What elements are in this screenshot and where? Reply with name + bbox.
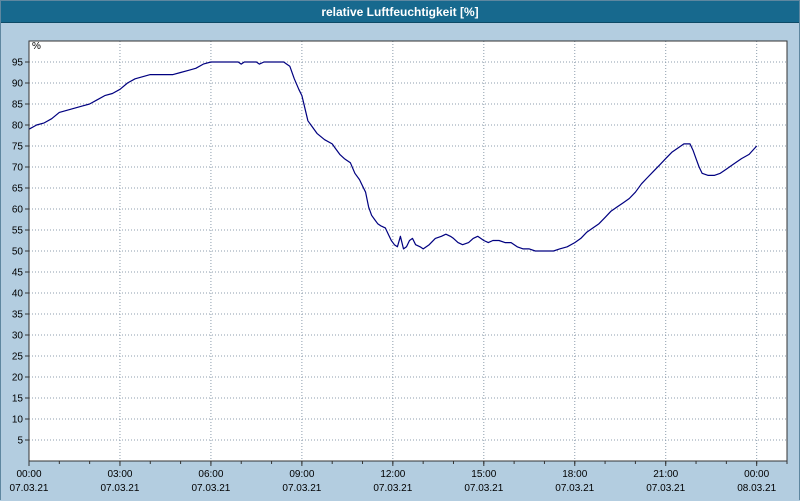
y-tick-label: 25 [12,352,24,363]
y-tick-label: 85 [12,100,24,111]
x-tick-date-label: 07.03.21 [191,483,230,494]
y-tick-label: 5 [17,436,23,447]
x-tick-time-label: 06:00 [198,469,223,480]
chart-area: 5 10 15 20 25 30 35 40 45 50 55 60 65 70 75 80 85 90 95% 00… [1,23,799,501]
x-tick-date-label: 07.03.21 [100,483,139,494]
y-tick-label: 60 [12,205,24,216]
x-tick-time-label: 09:00 [289,469,314,480]
y-tick-label: 10 [12,415,24,426]
y-tick-label: 65 [12,184,24,195]
x-tick-time-label: 15:00 [471,469,496,480]
x-tick-date-label: 07.03.21 [373,483,412,494]
y-tick-label: 30 [12,331,24,342]
y-tick-label: 55 [12,226,24,237]
y-tick-label: 20 [12,373,24,384]
x-tick-date-label: 07.03.21 [464,483,503,494]
y-tick-label: 50 [12,247,24,258]
y-tick-label: 80 [12,121,24,132]
y-axis-unit-label: % [32,41,41,52]
humidity-chart: 5 10 15 20 25 30 35 40 45 50 55 60 65 70 75 80 85 90 95% 00… [10,40,788,494]
x-tick-time-label: 00:00 [744,469,769,480]
chart-title-bar: relative Luftfeuchtigkeit [%] [1,1,799,23]
x-tick-date-label: 07.03.21 [646,483,685,494]
x-tick-date-label: 07.03.21 [282,483,321,494]
y-tick-label: 75 [12,142,24,153]
x-tick-time-label: 03:00 [107,469,132,480]
y-tick-label: 70 [12,163,24,174]
y-tick-label: 95 [12,58,24,69]
x-tick-time-label: 00:00 [16,469,41,480]
y-tick-label: 35 [12,310,24,321]
x-tick-date-label: 08.03.21 [737,483,776,494]
y-tick-label: 15 [12,394,24,405]
y-tick-label: 45 [12,268,24,279]
chart-title: relative Luftfeuchtigkeit [%] [321,4,479,19]
y-tick-label: 40 [12,289,24,300]
x-tick-time-label: 12:00 [380,469,405,480]
x-tick-date-label: 07.03.21 [555,483,594,494]
x-tick-date-label: 07.03.21 [10,483,49,494]
x-tick-time-label: 18:00 [562,469,587,480]
y-tick-label: 90 [12,79,24,90]
data-line [28,61,758,252]
x-tick-time-label: 21:00 [653,469,678,480]
